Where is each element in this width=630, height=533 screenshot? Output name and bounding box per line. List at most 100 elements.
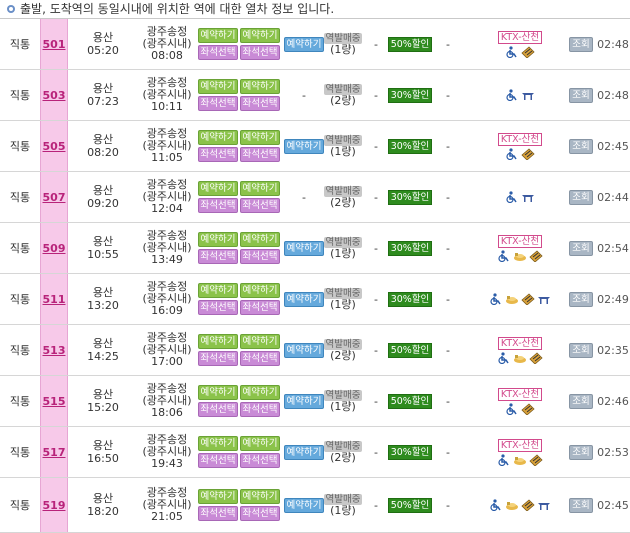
seat-select-button[interactable]: 좌석선택 [239,198,281,213]
reserve-button[interactable]: 예약하기 [197,181,239,196]
empty-cell: - [368,274,384,324]
duration-cell: 02:49 [596,274,630,324]
discount-badge[interactable]: 50%할인 [387,342,433,358]
discount-badge[interactable]: 50%할인 [387,497,433,513]
seat-select-button[interactable]: 좌석선택 [239,300,281,315]
reserve-button[interactable]: 예약하기 [197,79,239,94]
seat-select-button[interactable]: 좌석선택 [239,506,281,521]
empty-cell: - [368,325,384,375]
discount-badge[interactable]: 30%할인 [387,240,433,256]
discount-badge[interactable]: 30%할인 [387,444,433,460]
discount-badge[interactable]: 50%할인 [387,36,433,52]
inquiry-button[interactable]: 조회 [569,240,593,256]
reserve-button-blue[interactable]: 예약하기 [283,497,325,513]
header-title: 출발, 도착역의 동일시내에 위치한 역에 대한 열차 정보 입니다. [20,2,335,16]
reserve-button[interactable]: 예약하기 [197,489,239,504]
discount-badge[interactable]: 50%할인 [387,393,433,409]
discount-badge[interactable]: 30%할인 [387,138,433,154]
inquiry-button[interactable]: 조회 [569,189,593,205]
reserve-button[interactable]: 예약하기 [239,181,281,196]
departure-cell: 용산 15:20 [74,376,132,426]
reserve-button-blue[interactable]: 예약하기 [283,138,325,154]
reserve-button[interactable]: 예약하기 [239,436,281,451]
seat-select-button[interactable]: 좌석선택 [197,351,239,366]
departure-station: 용산 [92,235,114,248]
reserve-button[interactable]: 예약하기 [239,385,281,400]
seat-select-button[interactable]: 좌석선택 [197,96,239,111]
empty-cell: - [368,223,384,273]
inquiry-button[interactable]: 조회 [569,393,593,409]
train-number-link[interactable]: 517 [42,445,66,459]
inquiry-button[interactable]: 조회 [569,342,593,358]
arrival-city: (광주시내) [142,190,192,203]
reserve-button[interactable]: 예약하기 [239,130,281,145]
inquiry-button[interactable]: 조회 [569,444,593,460]
standing-cell: 예약하기 [283,223,325,273]
empty-cell: - [368,478,384,532]
seat-select-button[interactable]: 좌석선택 [197,45,239,60]
arrival-time: 17:00 [151,355,183,368]
reserve-button[interactable]: 예약하기 [197,436,239,451]
train-number-link[interactable]: 505 [42,139,66,153]
seat-select-button[interactable]: 좌석선택 [197,453,239,468]
train-number-link[interactable]: 507 [42,190,66,204]
seat-select-button[interactable]: 좌석선택 [239,45,281,60]
train-number-link[interactable]: 501 [42,37,66,51]
reserve-button-blue[interactable]: 예약하기 [283,240,325,256]
train-number-link[interactable]: 509 [42,241,66,255]
reserve-button[interactable]: 예약하기 [239,232,281,247]
reserve-button[interactable]: 예약하기 [239,79,281,94]
reserve-button[interactable]: 예약하기 [239,28,281,43]
seat-select-button[interactable]: 좌석선택 [197,506,239,521]
seat-select-button[interactable]: 좌석선택 [239,96,281,111]
dash: - [374,139,378,153]
seat-select-button[interactable]: 좌석선택 [197,198,239,213]
reserve-button-blue[interactable]: 예약하기 [283,393,325,409]
discount-badge[interactable]: 30%할인 [387,291,433,307]
seat-select-button[interactable]: 좌석선택 [239,402,281,417]
inquiry-button[interactable]: 조회 [569,87,593,103]
reserve-button[interactable]: 예약하기 [197,232,239,247]
reserve-button[interactable]: 예약하기 [197,130,239,145]
inquiry-button[interactable]: 조회 [569,291,593,307]
reserve-button[interactable]: 예약하기 [197,283,239,298]
station-sale-cell: 역발매중 (2량) [322,70,364,120]
seat-select-button[interactable]: 좌석선택 [239,453,281,468]
reserve-button[interactable]: 예약하기 [239,489,281,504]
departure-cell: 용산 13:20 [74,274,132,324]
discount-badge[interactable]: 30%할인 [387,87,433,103]
reserve-button-blue[interactable]: 예약하기 [283,291,325,307]
departure-time: 10:55 [87,248,119,261]
inquiry-button[interactable]: 조회 [569,36,593,52]
reserve-button-blue[interactable]: 예약하기 [283,444,325,460]
ticket-icon [521,147,535,161]
train-number-link[interactable]: 513 [42,343,66,357]
train-number-link[interactable]: 511 [42,292,66,306]
reserve-button-blue[interactable]: 예약하기 [283,36,325,52]
seat-select-button[interactable]: 좌석선택 [197,147,239,162]
facility-icons [505,191,535,204]
seat-select-button[interactable]: 좌석선택 [197,300,239,315]
reserve-button[interactable]: 예약하기 [197,334,239,349]
seat-select-button[interactable]: 좌석선택 [197,402,239,417]
reserve-button[interactable]: 예약하기 [239,283,281,298]
seat-select-button[interactable]: 좌석선택 [239,351,281,366]
train-number-link[interactable]: 519 [42,498,66,512]
inquiry-button[interactable]: 조회 [569,497,593,513]
train-type: 직통 [9,499,31,512]
train-number-link[interactable]: 515 [42,394,66,408]
arrival-cell: 광주송정 (광주시내) 12:04 [134,172,200,222]
train-number-link[interactable]: 503 [42,88,66,102]
inquiry-button[interactable]: 조회 [569,138,593,154]
reserve-button[interactable]: 예약하기 [197,28,239,43]
train-info-cell: KTX-산천 [490,325,550,375]
discount-cell: 50%할인 [387,19,433,69]
reserve-button[interactable]: 예약하기 [239,334,281,349]
seat-select-button[interactable]: 좌석선택 [197,249,239,264]
reserve-button-blue[interactable]: 예약하기 [283,342,325,358]
seat-select-button[interactable]: 좌석선택 [239,147,281,162]
discount-badge[interactable]: 30%할인 [387,189,433,205]
reserve-button[interactable]: 예약하기 [197,385,239,400]
seat-select-button[interactable]: 좌석선택 [239,249,281,264]
duration: 02:45 [597,498,629,512]
